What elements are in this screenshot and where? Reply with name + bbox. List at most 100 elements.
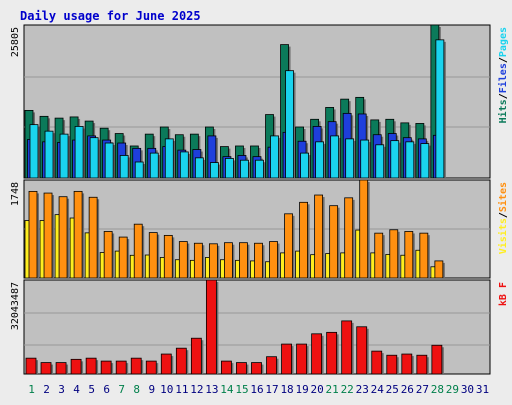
bar-kbytes	[251, 362, 262, 375]
day-label: 8	[133, 383, 140, 396]
legend-item-kb-f: kB F	[498, 282, 509, 306]
day-label: 5	[88, 383, 95, 396]
bar-kbytes	[371, 350, 383, 375]
day-label: 11	[175, 383, 188, 396]
bar-pages	[59, 133, 69, 179]
bar-kbytes	[266, 356, 277, 375]
bar-pages	[240, 159, 249, 179]
panel-middle: 1748 Visits/Sites	[10, 179, 509, 279]
bar-sites	[374, 232, 384, 279]
bar-sites	[284, 213, 293, 279]
bar-sites	[178, 241, 188, 279]
bar-kbytes	[25, 357, 37, 375]
bar-pages	[420, 143, 430, 179]
day-label: 15	[235, 383, 248, 396]
bar-pages	[134, 161, 144, 179]
day-label: 23	[356, 383, 369, 396]
bar-kbytes	[70, 358, 82, 375]
bar-pages	[315, 141, 325, 179]
bar-kbytes	[100, 360, 112, 375]
day-label: 13	[205, 383, 218, 396]
bar-kbytes	[341, 320, 353, 375]
bar-kbytes	[40, 362, 52, 375]
bar-kbytes	[85, 357, 97, 375]
legend-separator: /	[498, 212, 509, 218]
day-label: 10	[160, 383, 173, 396]
bar-sites	[43, 192, 53, 279]
bar-kbytes	[221, 360, 232, 375]
bar-pages	[149, 152, 159, 179]
bar-sites	[329, 205, 339, 279]
bar-kbytes	[236, 362, 247, 375]
bar-sites	[224, 242, 233, 279]
bar-sites	[314, 194, 324, 279]
bar-kbytes	[130, 357, 142, 375]
bar-pages	[164, 138, 174, 179]
legend-item-pages: Pages	[498, 27, 509, 57]
bar-pages	[330, 135, 340, 179]
day-label: 14	[220, 383, 234, 396]
bar-sites	[28, 190, 38, 279]
day-label: 31	[476, 383, 489, 396]
day-label: 20	[311, 383, 324, 396]
day-label: 6	[103, 383, 110, 396]
bar-sites	[344, 197, 354, 279]
bar-kbytes	[326, 331, 338, 375]
bar-pages	[179, 151, 189, 179]
bar-kbytes	[145, 360, 157, 375]
legend-separator: /	[498, 93, 509, 99]
bar-sites	[434, 260, 444, 279]
bar-pages	[360, 139, 370, 179]
day-label: 19	[295, 383, 308, 396]
bar-sites	[404, 231, 414, 279]
bar-kbytes	[281, 343, 292, 375]
legend-middle: Visits/Sites	[497, 182, 509, 254]
y-max-label: 32043487	[10, 282, 21, 330]
legend-item-sites: Sites	[497, 182, 509, 212]
day-label: 22	[341, 383, 354, 396]
legend-bottom: kB F	[498, 282, 509, 306]
bar-pages	[89, 137, 99, 179]
bar-sites	[73, 190, 83, 279]
bar-kbytes	[115, 360, 127, 375]
bar-pages	[300, 152, 309, 179]
day-label: 12	[190, 383, 203, 396]
bar-pages	[435, 39, 445, 179]
y-max-label: 25805	[10, 27, 21, 57]
bar-sites	[254, 242, 263, 279]
day-axis-labels: 1 2 3 4 5 6 7 8 9 10 11 12 13 14 15 16 17 18 19 20 21 22 23 24 2…	[28, 383, 489, 396]
day-label: 17	[265, 383, 278, 396]
day-label: 1	[28, 383, 35, 396]
bar-kbytes	[356, 326, 368, 375]
bar-sites	[419, 232, 429, 279]
bar-kbytes	[190, 337, 202, 375]
bar-kbytes	[160, 353, 172, 375]
bar-sites	[148, 232, 158, 279]
bar-kbytes	[205, 279, 217, 375]
bar-pages	[29, 124, 39, 179]
bar-pages	[119, 155, 129, 179]
legend-item-files: Files	[497, 63, 509, 93]
bar-pages	[225, 158, 234, 179]
day-label: 2	[43, 383, 50, 396]
day-label: 27	[416, 383, 429, 396]
bar-sites	[299, 201, 308, 279]
bar-pages	[405, 141, 415, 179]
day-label: 25	[386, 383, 399, 396]
day-label: 30	[461, 383, 474, 396]
bar-pages	[104, 142, 114, 179]
day-label: 9	[148, 383, 155, 396]
bar-sites	[58, 196, 68, 279]
bar-kbytes	[296, 343, 307, 375]
bar-pages	[345, 138, 355, 179]
bar-sites	[389, 229, 399, 279]
bar-kbytes	[431, 344, 443, 375]
bar-sites	[269, 241, 278, 279]
bar-kbytes	[401, 353, 413, 375]
day-label: 28	[431, 383, 444, 396]
legend-separator: /	[498, 57, 509, 63]
bar-pages	[209, 162, 219, 179]
bar-sites	[239, 242, 248, 279]
